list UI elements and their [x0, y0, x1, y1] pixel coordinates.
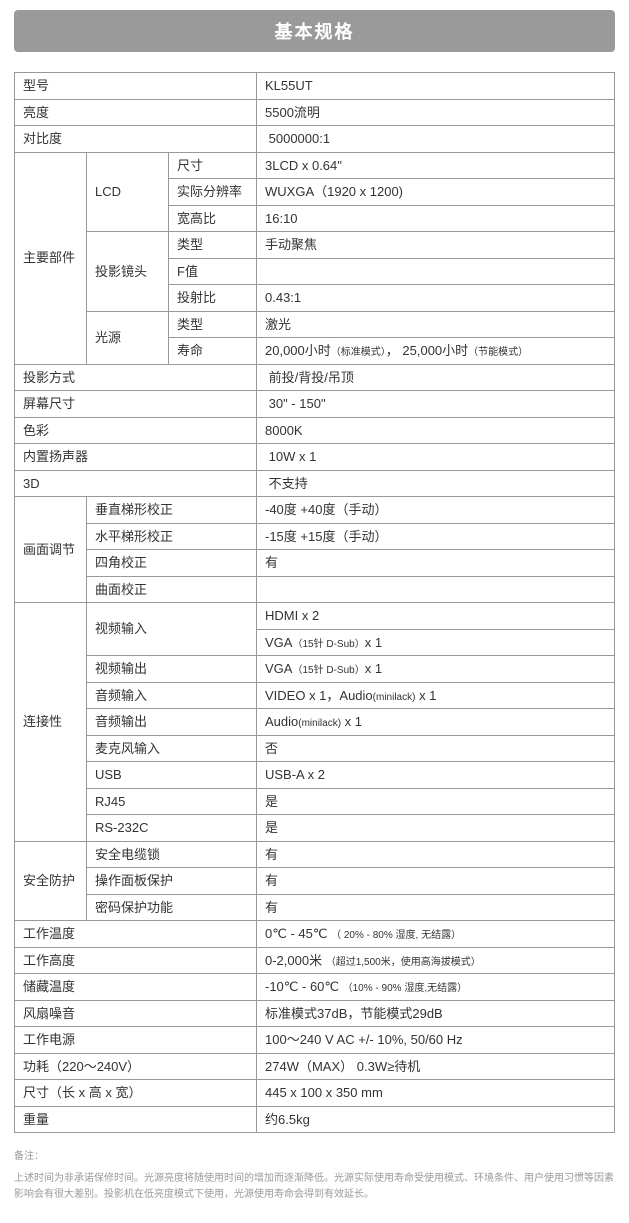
label-op-temp: 工作温度	[15, 921, 257, 948]
value-light-life: 20,000小时（标准模式）， 25,000小时（节能模式）	[257, 338, 615, 365]
label-lens-f: F值	[169, 258, 257, 285]
value-lens-f	[257, 258, 615, 285]
value-cable-lock: 有	[257, 841, 615, 868]
label-dimensions: 尺寸（长 x 高 x 宽）	[15, 1080, 257, 1107]
footer-title: 备注：	[14, 1149, 615, 1165]
value-model: KL55UT	[257, 73, 615, 100]
label-image-adj: 画面调节	[15, 497, 87, 603]
value-light-type: 激光	[257, 311, 615, 338]
label-video-in: 视频输入	[87, 603, 257, 656]
label-rs232c: RS-232C	[87, 815, 257, 842]
value-rj45: 是	[257, 788, 615, 815]
value-pass-protect: 有	[257, 894, 615, 921]
value-weight: 约6.5kg	[257, 1106, 615, 1133]
value-power-cons: 274W（MAX） 0.3W≥待机	[257, 1053, 615, 1080]
label-power-cons: 功耗（220～240V）	[15, 1053, 257, 1080]
label-security: 安全防护	[15, 841, 87, 921]
value-video-out: VGA（15针 D-Sub）x 1	[257, 656, 615, 683]
label-fan-noise: 风扇噪音	[15, 1000, 257, 1027]
label-speaker: 内置扬声器	[15, 444, 257, 471]
label-cable-lock: 安全电缆锁	[87, 841, 257, 868]
footer-line-1: 上述时间为非承诺保修时间。光源亮度将随使用时间的增加而逐渐降低。光源实际使用寿命…	[14, 1171, 615, 1203]
label-panel-protect: 操作面板保护	[87, 868, 257, 895]
label-screen-size: 屏幕尺寸	[15, 391, 257, 418]
value-speaker: 10W x 1	[257, 444, 615, 471]
label-audio-in: 音频输入	[87, 682, 257, 709]
label-brightness: 亮度	[15, 99, 257, 126]
spec-table: 型号 KL55UT 亮度 5500流明 对比度 5000000:1 主要部件 L…	[14, 72, 615, 1133]
value-corner: 有	[257, 550, 615, 577]
value-contrast: 5000000:1	[257, 126, 615, 153]
value-lcd-aspect: 16:10	[257, 205, 615, 232]
value-video-in-2: VGA（15针 D-Sub）x 1	[257, 629, 615, 656]
value-color-temp: 8000K	[257, 417, 615, 444]
value-3d: 不支持	[257, 470, 615, 497]
value-lens-type: 手动聚焦	[257, 232, 615, 259]
label-model: 型号	[15, 73, 257, 100]
value-video-in-1: HDMI x 2	[257, 603, 615, 630]
value-keystone-h: -15度 +15度（手动）	[257, 523, 615, 550]
value-store-temp: -10℃ - 60℃ （10% - 90% 湿度,无结露）	[257, 974, 615, 1001]
header-title: 基本规格	[275, 22, 355, 42]
value-brightness: 5500流明	[257, 99, 615, 126]
label-lcd-res: 实际分辨率	[169, 179, 257, 206]
value-audio-in: VIDEO x 1，Audio(minilack) x 1	[257, 682, 615, 709]
label-lcd-aspect: 宽高比	[169, 205, 257, 232]
value-op-temp: 0℃ - 45℃ （ 20% - 80% 湿度, 无结露）	[257, 921, 615, 948]
footer: 备注： 上述时间为非承诺保修时间。光源亮度将随使用时间的增加而逐渐降低。光源实际…	[14, 1149, 615, 1203]
value-panel-protect: 有	[257, 868, 615, 895]
label-weight: 重量	[15, 1106, 257, 1133]
value-keystone-v: -40度 +40度（手动）	[257, 497, 615, 524]
label-usb: USB	[87, 762, 257, 789]
value-op-alt: 0-2,000米 （超过1,500米，使用高海拔模式）	[257, 947, 615, 974]
label-light-life: 寿命	[169, 338, 257, 365]
label-proj-method: 投影方式	[15, 364, 257, 391]
label-curve: 曲面校正	[87, 576, 257, 603]
label-rj45: RJ45	[87, 788, 257, 815]
label-keystone-h: 水平梯形校正	[87, 523, 257, 550]
label-mic-in: 麦克风输入	[87, 735, 257, 762]
value-lcd-res: WUXGA（1920 x 1200)	[257, 179, 615, 206]
value-mic-in: 否	[257, 735, 615, 762]
label-store-temp: 储藏温度	[15, 974, 257, 1001]
label-contrast: 对比度	[15, 126, 257, 153]
value-lens-throw: 0.43:1	[257, 285, 615, 312]
value-fan-noise: 标准模式37dB，节能模式29dB	[257, 1000, 615, 1027]
label-audio-out: 音频输出	[87, 709, 257, 736]
label-light-type: 类型	[169, 311, 257, 338]
label-keystone-v: 垂直梯形校正	[87, 497, 257, 524]
value-curve	[257, 576, 615, 603]
label-connectivity: 连接性	[15, 603, 87, 842]
value-lcd-size: 3LCD x 0.64"	[257, 152, 615, 179]
label-light: 光源	[87, 311, 169, 364]
label-main-parts: 主要部件	[15, 152, 87, 364]
label-3d: 3D	[15, 470, 257, 497]
label-op-alt: 工作高度	[15, 947, 257, 974]
value-rs232c: 是	[257, 815, 615, 842]
header-bar: 基本规格	[14, 10, 615, 52]
value-power-src: 100～240 V AC +/- 10%, 50/60 Hz	[257, 1027, 615, 1054]
label-lens-type: 类型	[169, 232, 257, 259]
value-usb: USB-A x 2	[257, 762, 615, 789]
label-corner: 四角校正	[87, 550, 257, 577]
value-audio-out: Audio(minilack) x 1	[257, 709, 615, 736]
label-lcd-size: 尺寸	[169, 152, 257, 179]
label-video-out: 视频输出	[87, 656, 257, 683]
label-pass-protect: 密码保护功能	[87, 894, 257, 921]
label-lens: 投影镜头	[87, 232, 169, 312]
label-lcd: LCD	[87, 152, 169, 232]
value-screen-size: 30" - 150"	[257, 391, 615, 418]
label-lens-throw: 投射比	[169, 285, 257, 312]
label-power-src: 工作电源	[15, 1027, 257, 1054]
value-dimensions: 445 x 100 x 350 mm	[257, 1080, 615, 1107]
value-proj-method: 前投/背投/吊顶	[257, 364, 615, 391]
label-color-temp: 色彩	[15, 417, 257, 444]
